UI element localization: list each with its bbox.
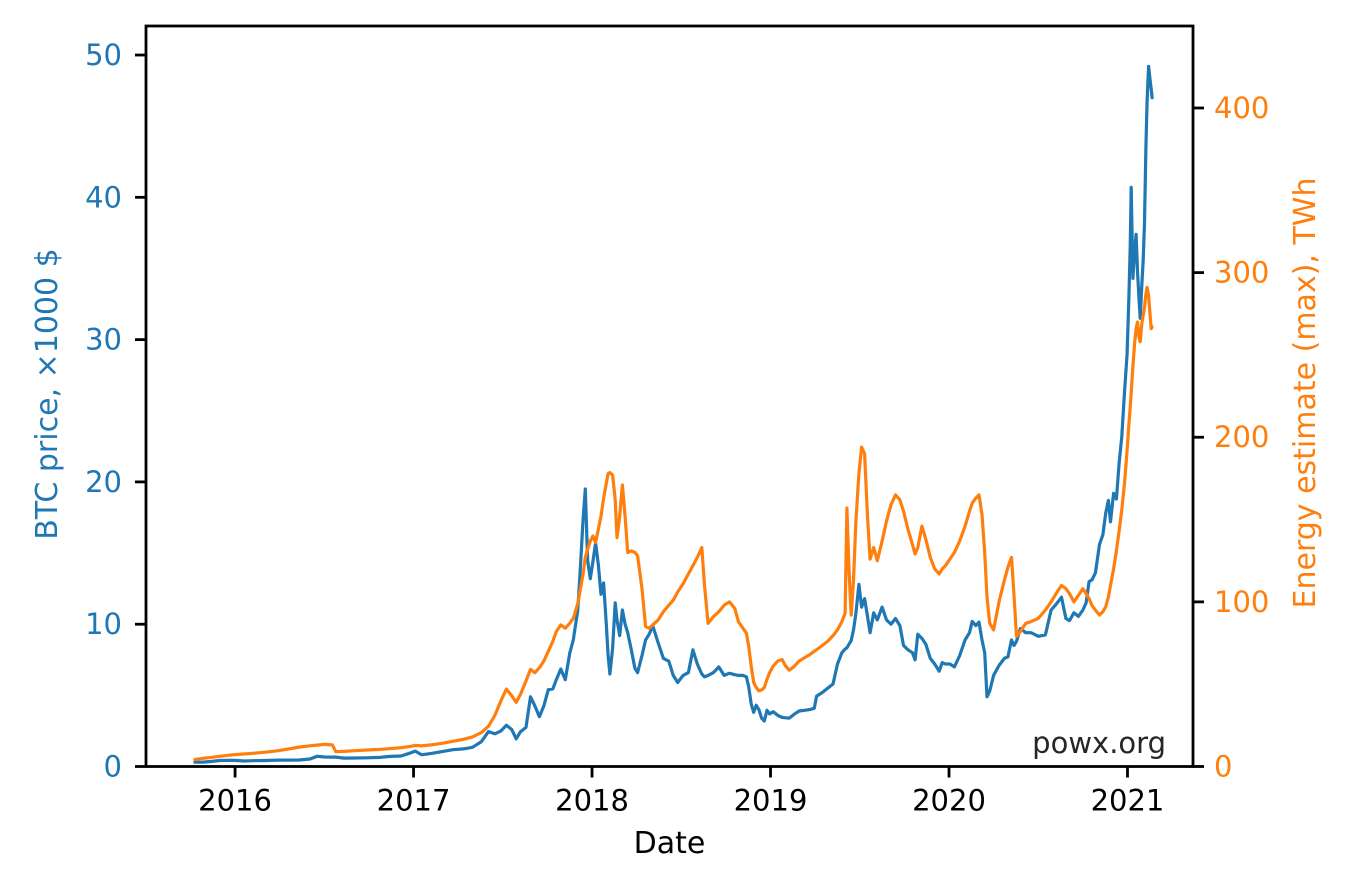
x-tick-label: 2016 [198, 784, 272, 818]
watermark-text: powx.org [1032, 726, 1166, 760]
left-y-tick-label: 50 [85, 38, 122, 72]
left-y-tick-label: 40 [85, 180, 122, 214]
plot-border [144, 24, 1195, 768]
right-y-tick-label: 200 [1214, 420, 1269, 454]
x-tick-label: 2018 [555, 784, 629, 818]
right-y-tick-label: 100 [1214, 585, 1269, 619]
btc-price-line [193, 64, 1154, 764]
left-y-tick-label: 10 [85, 607, 122, 641]
x-tick-label: 2019 [734, 784, 808, 818]
x-axis-title: Date [633, 826, 706, 861]
x-tick-label: 2017 [377, 784, 451, 818]
left-y-tick-label: 0 [104, 750, 122, 784]
right-axis-title: Energy estimate (max), TWh [1288, 177, 1323, 609]
right-y-tick-label: 300 [1214, 256, 1269, 290]
left-y-tick-label: 20 [85, 465, 122, 499]
x-tick-label: 2020 [912, 784, 986, 818]
left-y-tick-label: 30 [85, 323, 122, 357]
x-tick-label: 2021 [1091, 784, 1165, 818]
right-y-tick-label: 0 [1214, 750, 1232, 784]
left-axis-title: BTC price, ×1000 $ [30, 248, 65, 540]
right-y-tick-label: 400 [1214, 91, 1269, 125]
energy-estimate-line [193, 285, 1154, 762]
